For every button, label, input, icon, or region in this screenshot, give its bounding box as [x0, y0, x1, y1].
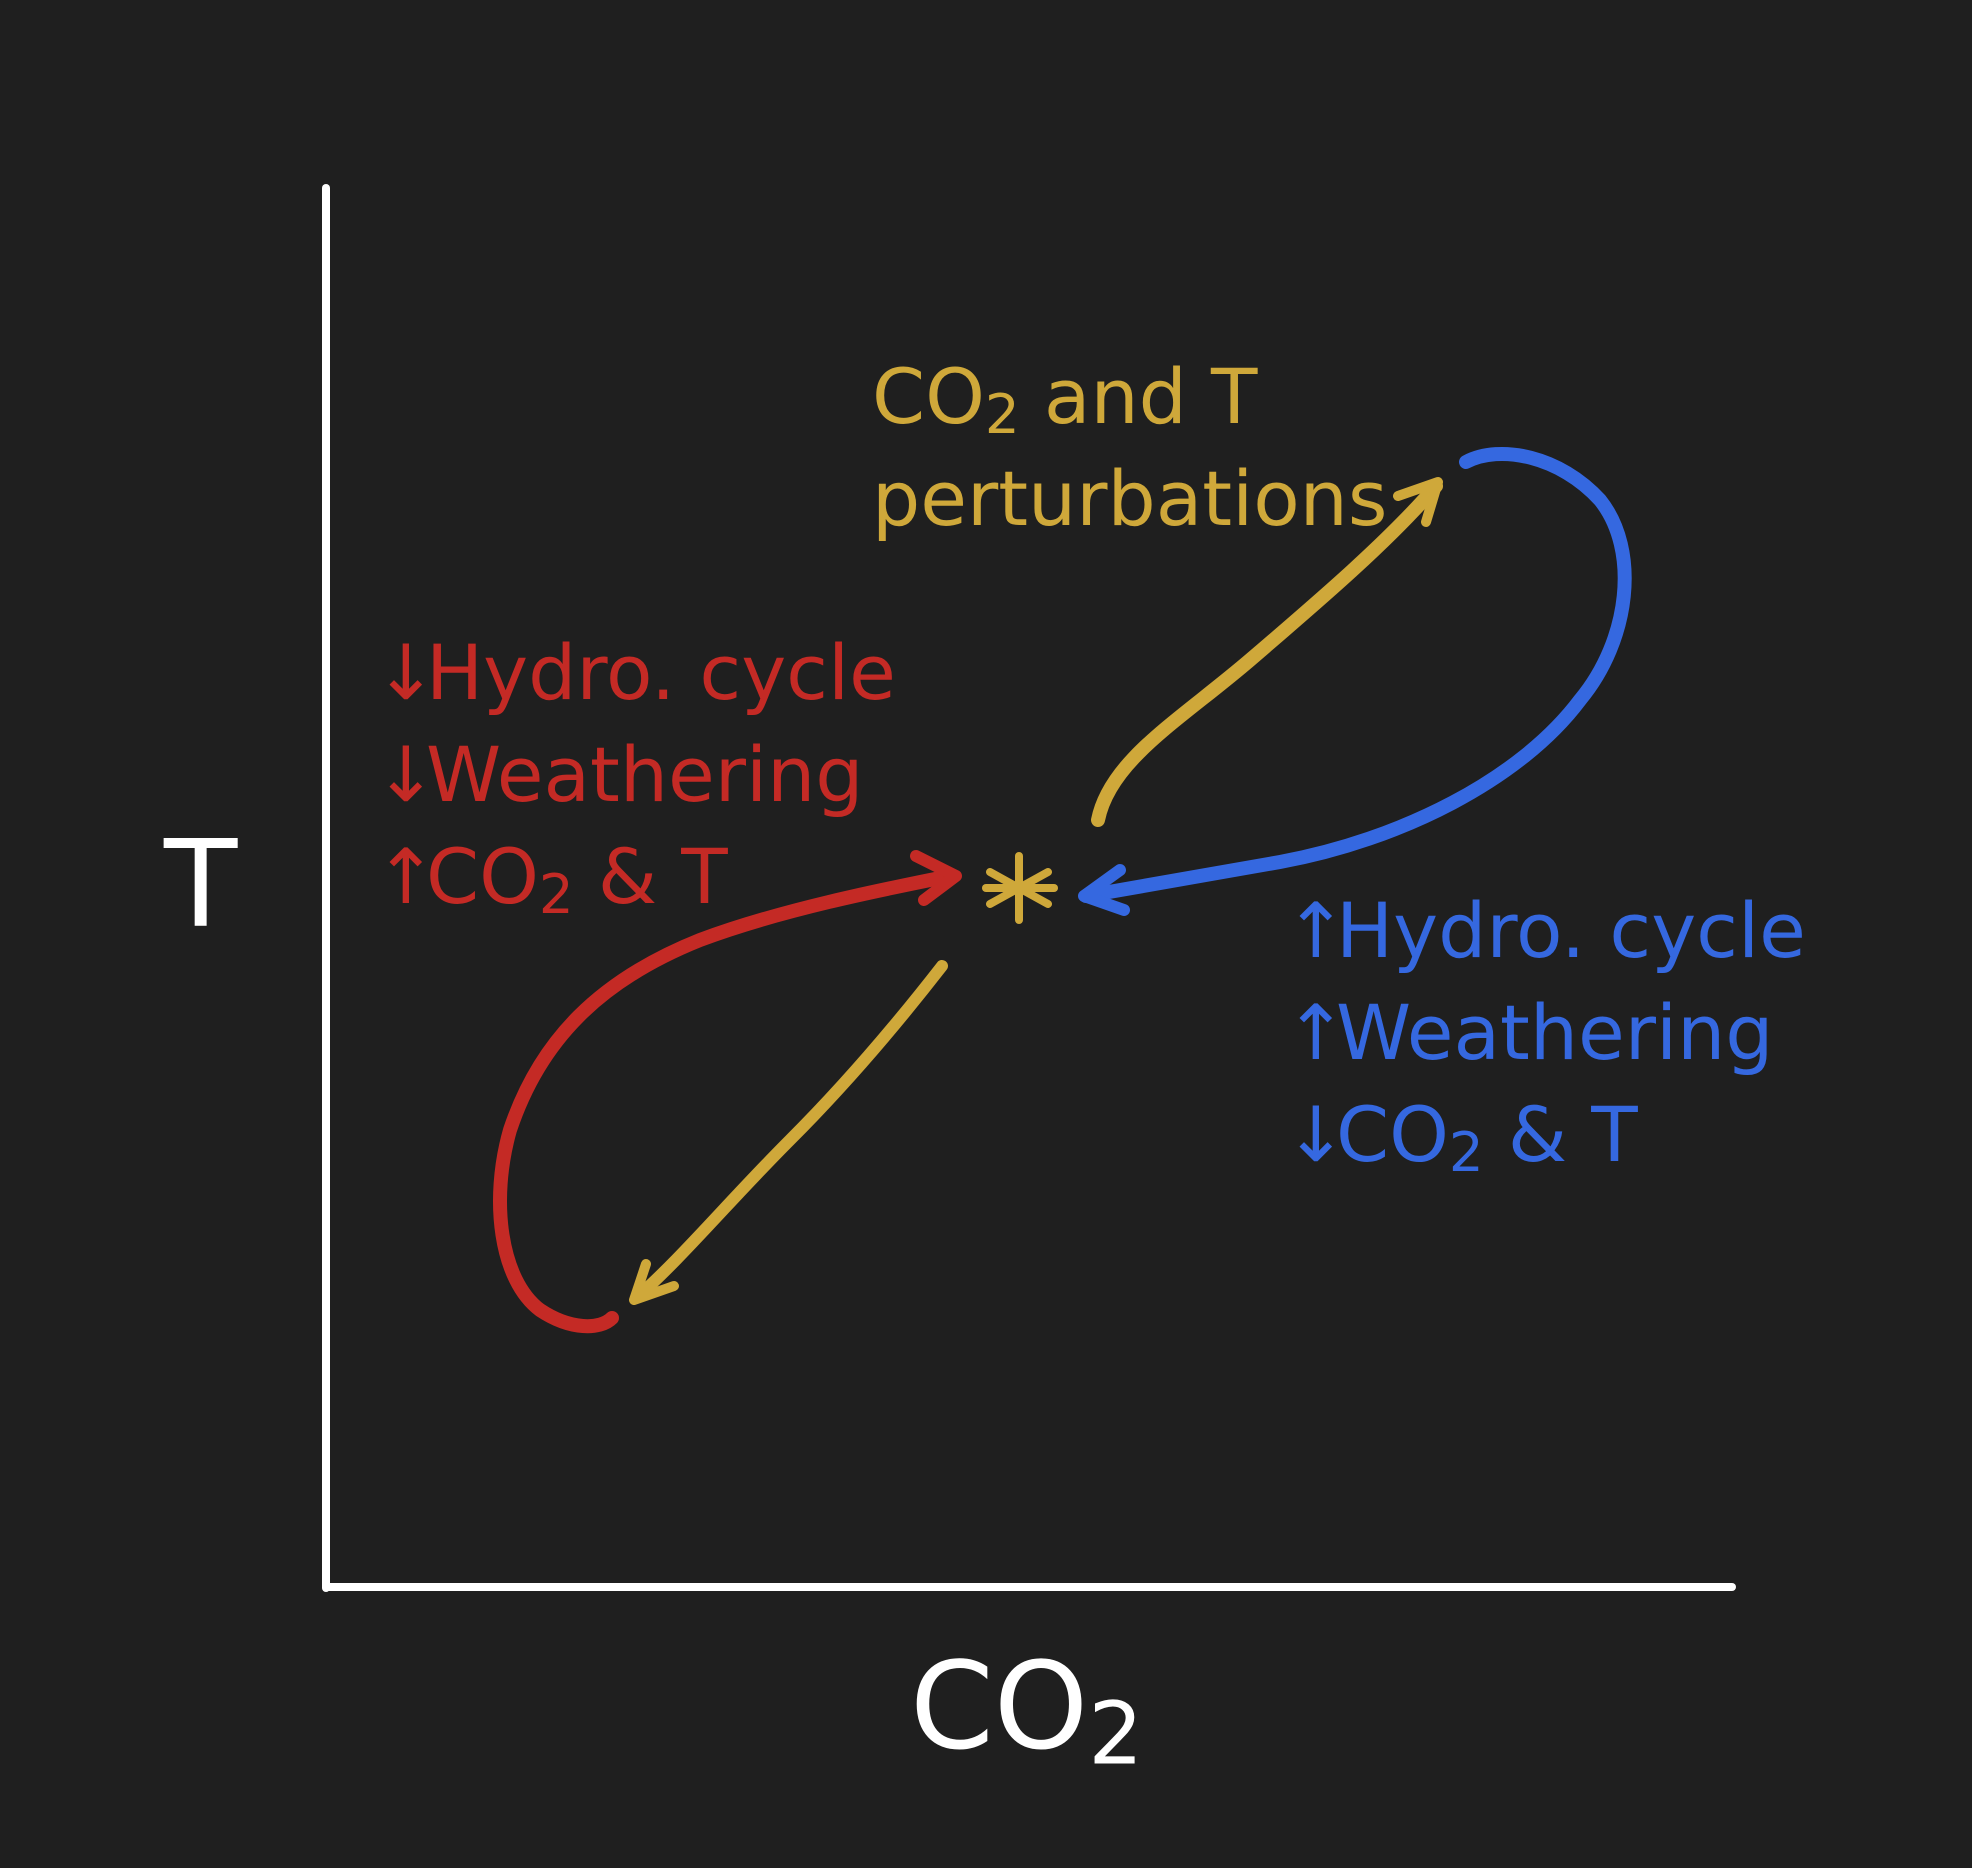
perturbation-label-line1: CO2 and T: [872, 352, 1258, 446]
low-branch-item: ↑CO2 & T: [374, 832, 728, 926]
perturbation-label-line2: perturbations: [872, 454, 1388, 543]
perturbation-arrow-up: [1091, 479, 1443, 827]
x-axis-label-main: CO: [910, 1638, 1089, 1777]
high-branch-item: ↑Weathering: [1284, 988, 1774, 1077]
low-branch-loop: [493, 869, 957, 1334]
perturbation-arrowhead-up: [1393, 477, 1443, 527]
high-branch-loop: [1079, 446, 1632, 903]
low-branch-arrowhead: [910, 850, 962, 906]
x-axis-label-sub: 2: [1088, 1684, 1144, 1785]
equilibrium-point: [982, 852, 1058, 924]
high-branch-arrowhead: [1078, 864, 1130, 916]
high-branch-item: ↑Hydro. cycle: [1284, 886, 1806, 975]
low-branch-label: ↓Hydro. cycle ↓Weathering ↑CO2 & T: [374, 622, 896, 928]
high-branch-item: ↓CO2 & T: [1284, 1090, 1638, 1184]
perturbation-label: CO2 and T perturbations: [872, 346, 1387, 550]
low-branch-item: ↓Weathering: [374, 730, 864, 819]
x-axis-label: CO2: [910, 1648, 1143, 1778]
perturbation-arrow-down: [630, 960, 948, 1304]
low-branch-item: ↓Hydro. cycle: [374, 628, 896, 717]
y-axis-label: T: [164, 816, 238, 955]
perturbation-arrowhead-down: [629, 1259, 679, 1305]
high-branch-label: ↑Hydro. cycle ↑Weathering ↓CO2 & T: [1284, 880, 1806, 1186]
